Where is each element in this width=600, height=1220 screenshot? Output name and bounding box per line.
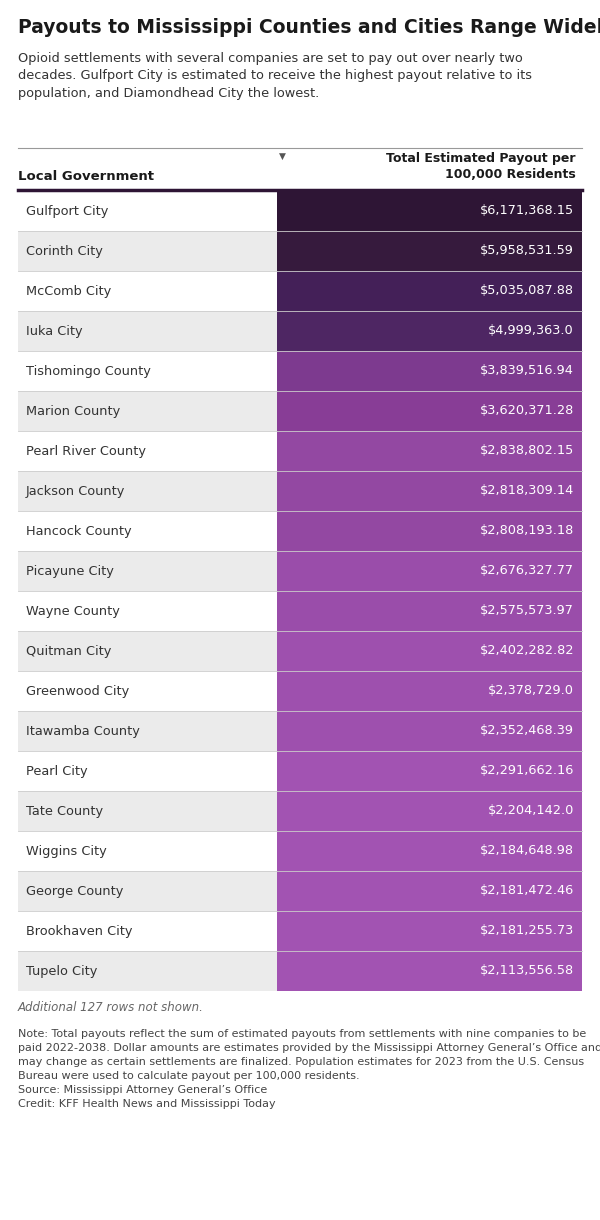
- Bar: [277, 752, 582, 791]
- Bar: [277, 671, 582, 711]
- Text: Opioid settlements with several companies are set to pay out over nearly two
dec: Opioid settlements with several companie…: [18, 52, 532, 100]
- Text: $2,808,193.18: $2,808,193.18: [480, 525, 574, 538]
- Bar: [18, 952, 277, 991]
- Text: $2,181,255.73: $2,181,255.73: [480, 925, 574, 937]
- Text: Iuka City: Iuka City: [26, 325, 83, 338]
- Text: Wayne County: Wayne County: [26, 604, 120, 617]
- Bar: [18, 192, 277, 231]
- Text: Wiggins City: Wiggins City: [26, 844, 107, 858]
- Text: Jackson County: Jackson County: [26, 484, 125, 498]
- Bar: [18, 231, 277, 271]
- Bar: [18, 351, 277, 390]
- Bar: [277, 511, 582, 551]
- Text: $2,204,142.0: $2,204,142.0: [488, 804, 574, 817]
- Bar: [277, 311, 582, 351]
- Bar: [18, 311, 277, 351]
- Text: $6,171,368.15: $6,171,368.15: [480, 205, 574, 217]
- Text: Marion County: Marion County: [26, 405, 120, 417]
- Bar: [277, 791, 582, 831]
- Text: ▼: ▼: [280, 152, 286, 161]
- Text: Picayune City: Picayune City: [26, 565, 114, 577]
- Bar: [277, 192, 582, 231]
- Text: $3,620,371.28: $3,620,371.28: [480, 405, 574, 417]
- Text: $3,839,516.94: $3,839,516.94: [480, 365, 574, 377]
- Bar: [277, 390, 582, 431]
- Text: $2,352,468.39: $2,352,468.39: [480, 725, 574, 738]
- Text: $2,378,729.0: $2,378,729.0: [488, 684, 574, 698]
- Bar: [277, 431, 582, 471]
- Text: $5,035,087.88: $5,035,087.88: [480, 284, 574, 298]
- Text: $2,113,556.58: $2,113,556.58: [480, 965, 574, 977]
- Text: Total Estimated Payout per
100,000 Residents: Total Estimated Payout per 100,000 Resid…: [386, 152, 576, 181]
- Text: Quitman City: Quitman City: [26, 644, 112, 658]
- Bar: [18, 551, 277, 590]
- Bar: [18, 911, 277, 952]
- Text: Greenwood City: Greenwood City: [26, 684, 129, 698]
- Text: $2,818,309.14: $2,818,309.14: [480, 484, 574, 498]
- Bar: [277, 351, 582, 390]
- Bar: [277, 952, 582, 991]
- Text: Payouts to Mississippi Counties and Cities Range Widely: Payouts to Mississippi Counties and Citi…: [18, 18, 600, 37]
- Bar: [277, 551, 582, 590]
- Text: $5,958,531.59: $5,958,531.59: [480, 244, 574, 257]
- Bar: [18, 752, 277, 791]
- Bar: [18, 671, 277, 711]
- Bar: [18, 471, 277, 511]
- Text: Tate County: Tate County: [26, 804, 103, 817]
- Text: $2,181,472.46: $2,181,472.46: [480, 884, 574, 898]
- Text: $2,291,662.16: $2,291,662.16: [479, 765, 574, 777]
- Bar: [18, 791, 277, 831]
- Text: Tishomingo County: Tishomingo County: [26, 365, 151, 377]
- Bar: [277, 711, 582, 752]
- Bar: [18, 431, 277, 471]
- Text: $2,838,802.15: $2,838,802.15: [480, 444, 574, 458]
- Text: Gulfport City: Gulfport City: [26, 205, 109, 217]
- Bar: [18, 831, 277, 871]
- Bar: [18, 590, 277, 631]
- Bar: [277, 231, 582, 271]
- Text: Pearl River County: Pearl River County: [26, 444, 146, 458]
- Bar: [18, 711, 277, 752]
- Text: $4,999,363.0: $4,999,363.0: [488, 325, 574, 338]
- Bar: [277, 831, 582, 871]
- Text: McComb City: McComb City: [26, 284, 111, 298]
- Bar: [18, 631, 277, 671]
- Bar: [277, 871, 582, 911]
- Text: Itawamba County: Itawamba County: [26, 725, 140, 738]
- Bar: [277, 911, 582, 952]
- Text: Additional 127 rows not shown.: Additional 127 rows not shown.: [18, 1000, 204, 1014]
- Text: $2,402,282.82: $2,402,282.82: [479, 644, 574, 658]
- Bar: [18, 871, 277, 911]
- Text: $2,575,573.97: $2,575,573.97: [480, 604, 574, 617]
- Text: Local Government: Local Government: [18, 170, 154, 183]
- Text: Brookhaven City: Brookhaven City: [26, 925, 133, 937]
- Text: $2,676,327.77: $2,676,327.77: [480, 565, 574, 577]
- Text: Corinth City: Corinth City: [26, 244, 103, 257]
- Text: Pearl City: Pearl City: [26, 765, 88, 777]
- Text: Note: Total payouts reflect the sum of estimated payouts from settlements with n: Note: Total payouts reflect the sum of e…: [18, 1028, 600, 1109]
- Text: $2,184,648.98: $2,184,648.98: [480, 844, 574, 858]
- Bar: [18, 390, 277, 431]
- Bar: [18, 511, 277, 551]
- Text: Tupelo City: Tupelo City: [26, 965, 97, 977]
- Bar: [277, 271, 582, 311]
- Bar: [18, 271, 277, 311]
- Text: George County: George County: [26, 884, 124, 898]
- Bar: [277, 590, 582, 631]
- Text: Hancock County: Hancock County: [26, 525, 131, 538]
- Bar: [277, 471, 582, 511]
- Bar: [277, 631, 582, 671]
